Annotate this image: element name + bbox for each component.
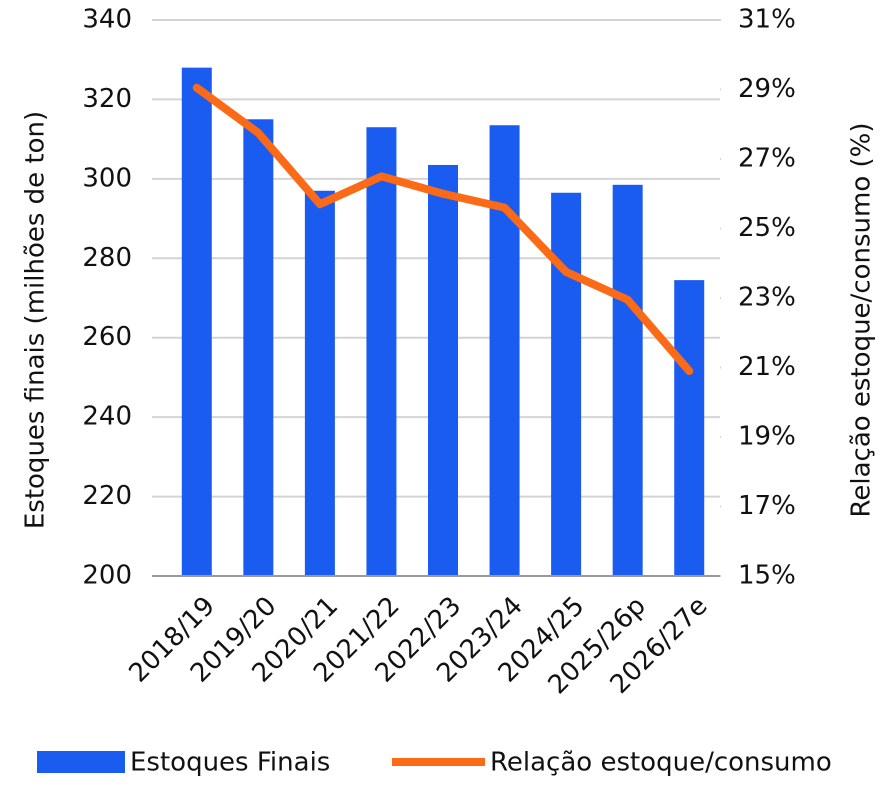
bar	[366, 127, 397, 576]
bar	[489, 125, 520, 576]
bar	[243, 119, 274, 577]
bar	[612, 184, 643, 577]
y2-tick-label: 25%	[738, 213, 796, 243]
y-tick-label: 260	[82, 322, 132, 352]
bar	[674, 280, 705, 576]
y-tick-label: 200	[82, 561, 132, 591]
y2-tick-label: 29%	[738, 74, 796, 104]
bar	[304, 190, 335, 576]
y2-tick-label: 15%	[738, 561, 796, 591]
y2-tick-label: 27%	[738, 144, 796, 174]
y-tick-label: 300	[82, 163, 132, 193]
y2-tick-label: 17%	[738, 491, 796, 521]
y-axis-title: Estoques finais (milhões de ton)	[21, 111, 51, 529]
y-tick-label: 340	[82, 5, 132, 35]
bar	[181, 67, 212, 577]
y2-tick-label: 21%	[738, 352, 796, 382]
y2-axis-title: Relação estoque/consumo (%)	[847, 122, 877, 517]
y2-tick-label: 23%	[738, 283, 796, 313]
y-tick-label: 320	[82, 84, 132, 114]
bar	[428, 164, 458, 576]
legend-label: Estoques Finais	[130, 748, 330, 778]
y2-tick-label: 31%	[738, 5, 796, 35]
line	[192, 83, 694, 375]
legend-swatch	[37, 751, 125, 773]
legend-label: Relação estoque/consumo	[490, 748, 832, 778]
y-tick-label: 280	[82, 243, 132, 273]
bar	[551, 192, 582, 576]
y-tick-label: 240	[82, 402, 132, 432]
y2-tick-label: 19%	[738, 422, 796, 452]
y-tick-label: 220	[82, 481, 132, 511]
